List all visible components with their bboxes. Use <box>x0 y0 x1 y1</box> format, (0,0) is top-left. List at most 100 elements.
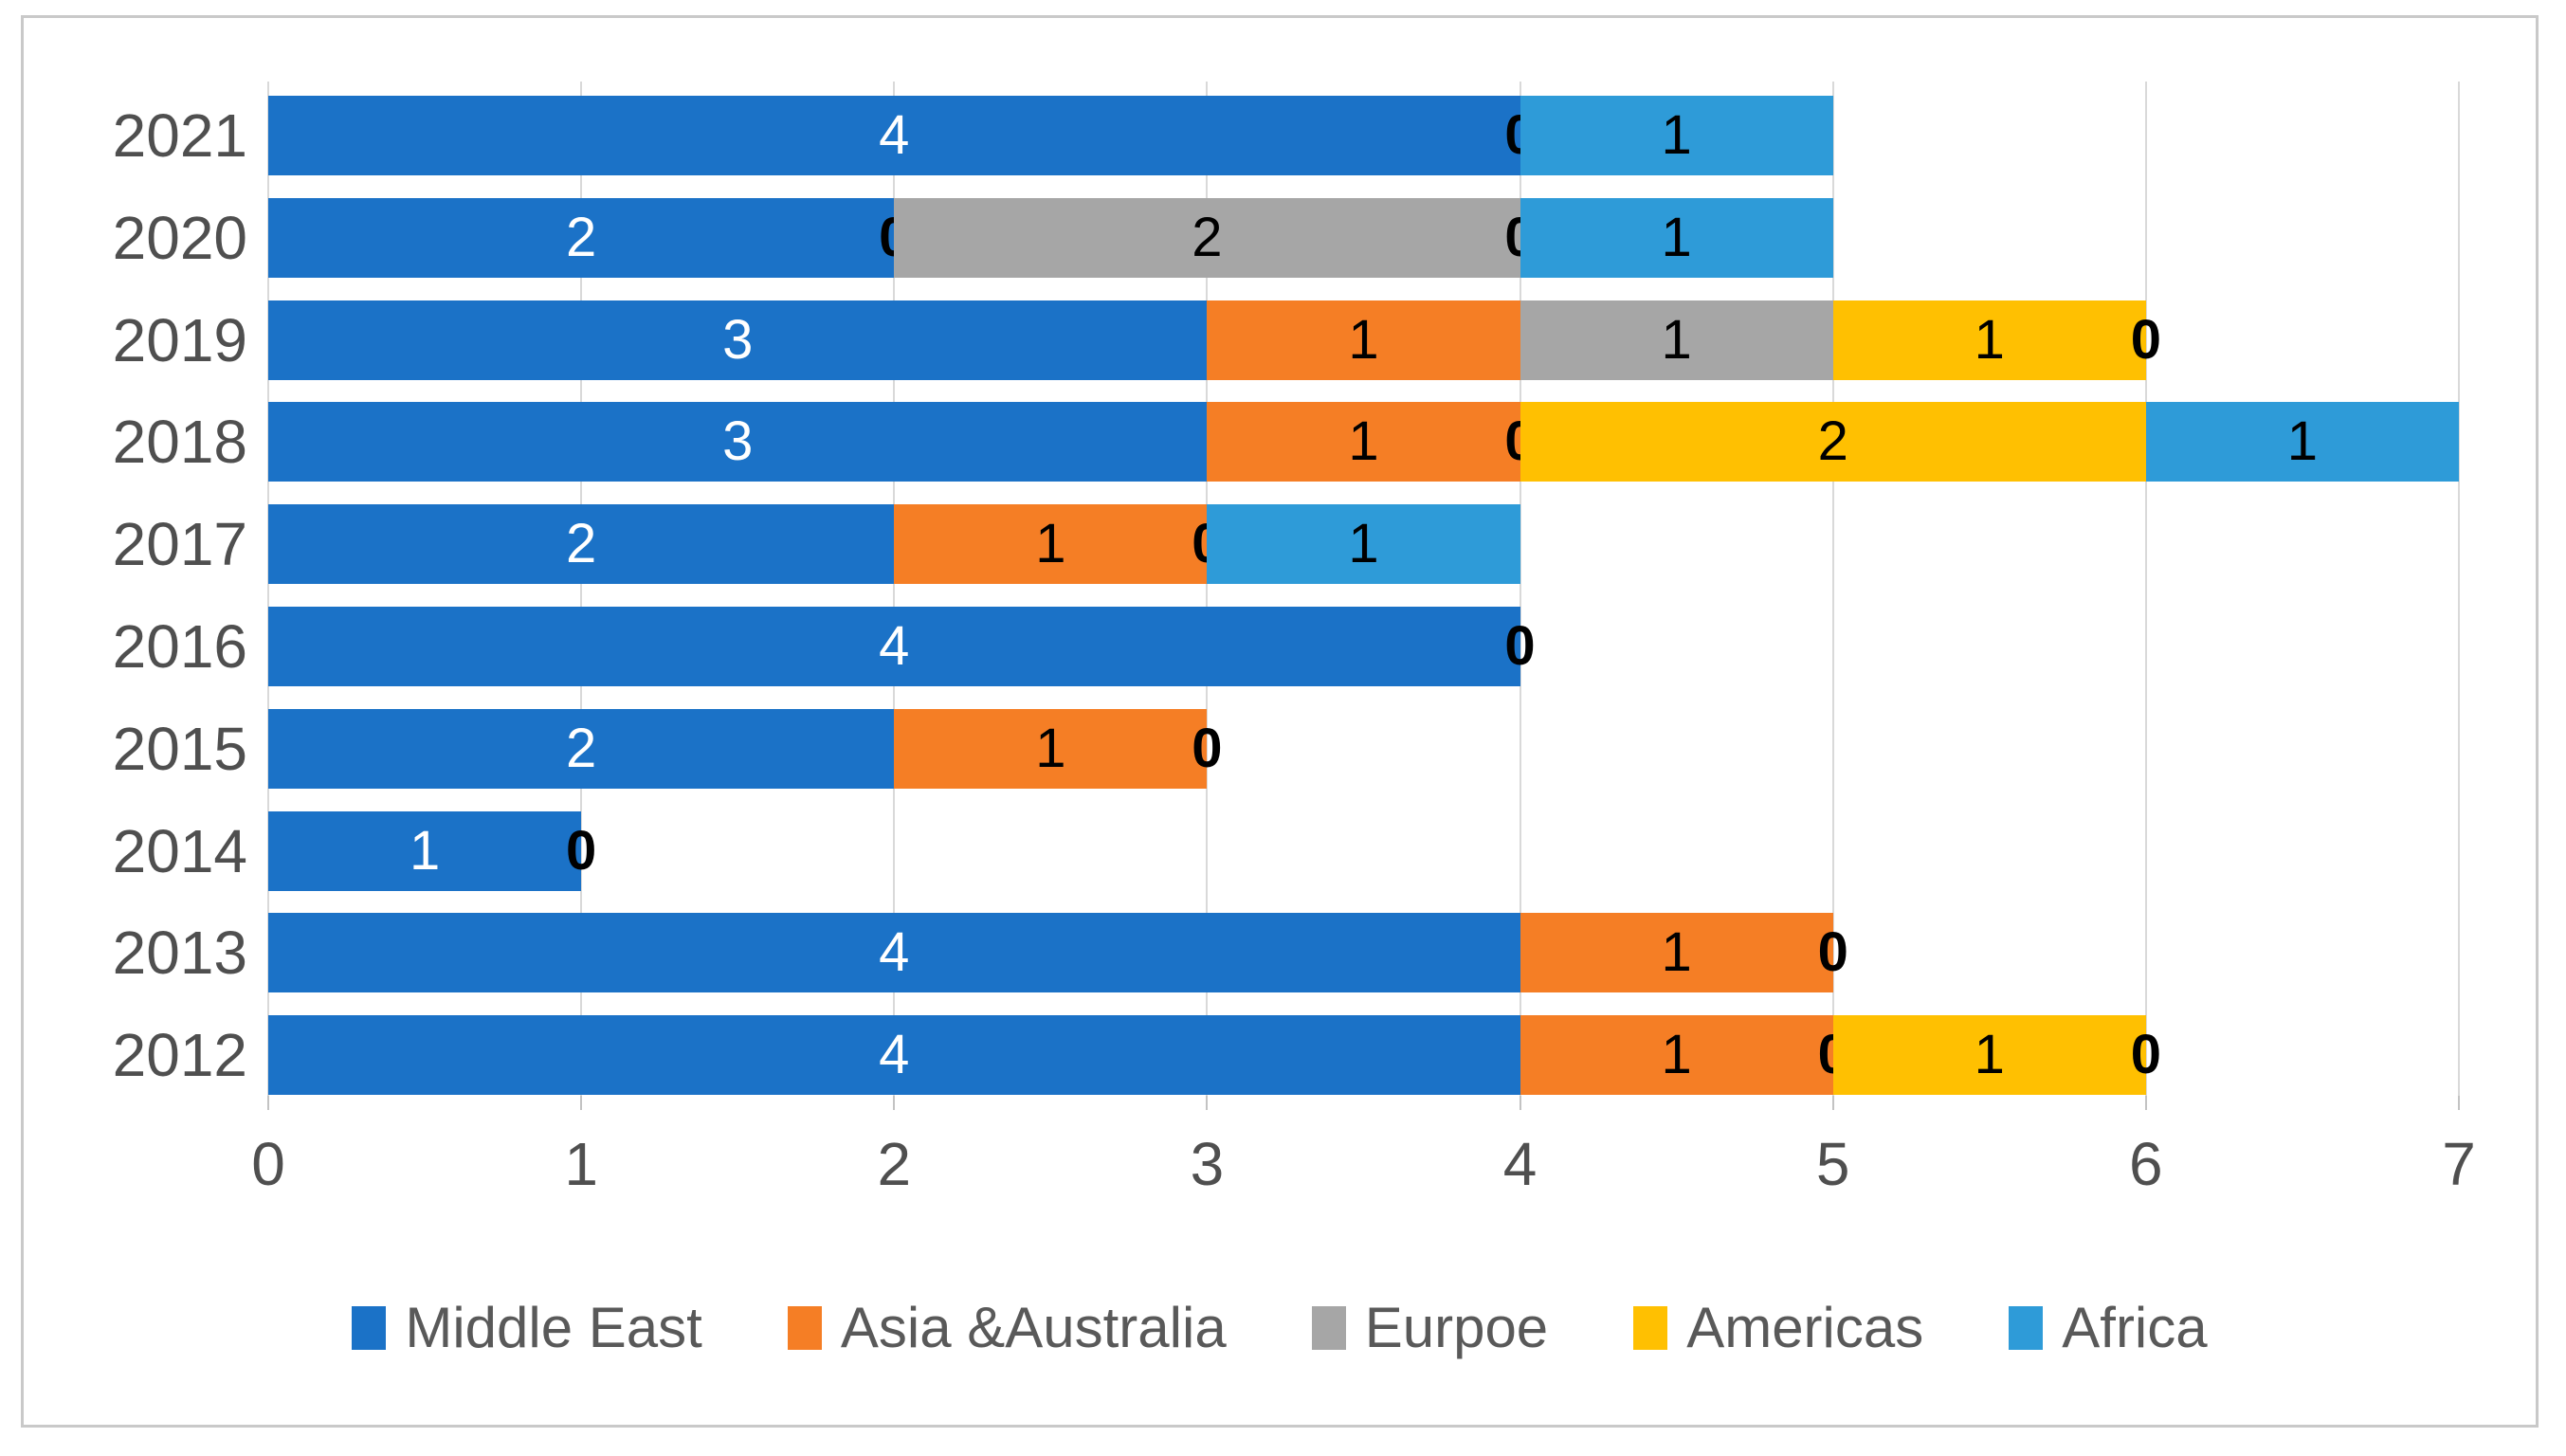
x-axis-tick-4 <box>1519 1096 1521 1110</box>
legend-item-africa: Africa <box>2009 1296 2208 1359</box>
gridline-x-3 <box>1206 82 1209 1096</box>
bar-segment-2019-eurpoe: 1 <box>1520 300 1833 380</box>
bar-value-label: 1 <box>1035 717 1066 779</box>
bar-segment-2018-africa: 1 <box>2145 402 2459 482</box>
legend-item-middle-east: Middle East <box>352 1296 702 1359</box>
legend-label: Americas <box>1686 1296 1924 1359</box>
legend-item-asia-australia: Asia &Australia <box>787 1296 1227 1359</box>
legend-label: Asia &Australia <box>840 1296 1227 1359</box>
bar-segment-2012-asia-australia: 1 <box>1520 1015 1833 1096</box>
gridline-x-2 <box>893 82 896 1096</box>
legend-swatch-icon <box>1633 1306 1668 1350</box>
bar-value-label: 4 <box>879 615 910 677</box>
bar-segment-2017-middle-east: 2 <box>268 504 895 585</box>
bar-value-label: 2 <box>1817 410 1848 473</box>
y-axis-label-2013: 2013 <box>112 919 247 988</box>
bar-segment-2019-middle-east: 3 <box>268 300 1208 380</box>
legend-label: Eurpoe <box>1364 1296 1549 1359</box>
y-axis-label-2014: 2014 <box>112 816 247 885</box>
plot-area: 4012020131110310212101402101041041010 <box>267 82 2460 1096</box>
bar-value-label: 1 <box>2286 410 2319 473</box>
y-axis-label-2015: 2015 <box>112 714 247 783</box>
x-axis-tick-label: 6 <box>2129 1130 2163 1198</box>
y-axis-label-2018: 2018 <box>112 408 247 477</box>
bar-segment-2020-middle-east: 2 <box>268 197 895 278</box>
legend-label: Middle East <box>405 1296 702 1359</box>
bar-zero-label-2012-africa: 0 <box>2130 1024 2161 1086</box>
gridline-x-1 <box>580 82 583 1096</box>
legend-swatch-icon <box>787 1306 822 1350</box>
bar-segment-2020-eurpoe: 2 <box>894 197 1520 278</box>
y-axis-label-2019: 2019 <box>112 305 247 374</box>
legend-item-eurpoe: Eurpoe <box>1311 1296 1549 1359</box>
x-axis-tick-label: 7 <box>2442 1130 2476 1198</box>
bar-zero-label-2019-africa: 0 <box>2130 308 2161 371</box>
gridline-x-7 <box>2458 82 2460 1096</box>
bar-value-label: 1 <box>1974 1024 2005 1086</box>
chart-figure: 4012020131110310212101402101041041010 20… <box>21 15 2539 1428</box>
bar-segment-2016-middle-east: 4 <box>268 607 1520 686</box>
bar-value-label: 1 <box>409 819 441 882</box>
y-axis-label-2012: 2012 <box>112 1021 247 1090</box>
x-axis-tick-2 <box>893 1096 896 1110</box>
bar-value-label: 1 <box>1348 410 1379 473</box>
gridline-x-6 <box>2144 82 2147 1096</box>
bar-segment-2017-africa: 1 <box>1207 504 1520 585</box>
bar-value-label: 1 <box>1661 921 1692 984</box>
y-axis-label-2016: 2016 <box>112 612 247 681</box>
y-axis-label-2020: 2020 <box>112 203 247 272</box>
x-axis-tick-3 <box>1206 1096 1209 1110</box>
bar-value-label: 2 <box>1192 206 1223 268</box>
bar-value-label: 4 <box>879 1024 910 1086</box>
bar-value-label: 3 <box>722 308 754 371</box>
x-axis-tick-1 <box>580 1096 583 1110</box>
bar-value-label: 1 <box>1035 513 1066 575</box>
y-axis-label-2021: 2021 <box>112 101 247 170</box>
bar-zero-label-2014-asia-australia: 0 <box>566 819 597 882</box>
gridline-x-4 <box>1519 82 1521 1096</box>
bar-segment-2021-africa: 1 <box>1520 96 1833 175</box>
x-axis-labels: 0 1 2 3 4 5 6 7 <box>251 1129 2476 1214</box>
x-axis-tick-label: 5 <box>1815 1130 1850 1198</box>
legend-item-americas: Americas <box>1633 1300 1923 1356</box>
bar-value-label: 1 <box>1974 308 2005 371</box>
bar-segment-2015-asia-australia: 1 <box>894 708 1208 789</box>
bar-value-label: 1 <box>1661 308 1692 371</box>
gridline-x-0 <box>267 82 269 1096</box>
x-axis-tick-5 <box>1831 1096 1834 1110</box>
bar-segment-2012-americas: 1 <box>1832 1015 2146 1096</box>
bar-value-label: 1 <box>1661 104 1692 166</box>
x-axis-tick-label: 0 <box>251 1130 285 1198</box>
bar-value-label: 4 <box>879 104 910 166</box>
gridline-x-5 <box>1831 82 1834 1096</box>
x-axis-tick-label: 2 <box>877 1130 912 1198</box>
bar-segment-2021-middle-east: 4 <box>268 96 1520 175</box>
x-axis-tick-label: 3 <box>1190 1130 1225 1198</box>
legend: Middle East Asia &Australia Eurpoe Americas… <box>24 1300 2536 1356</box>
y-axis-label-2017: 2017 <box>112 510 247 579</box>
x-axis-tick-label: 1 <box>564 1130 598 1198</box>
bar-zero-label-2016-asia-australia: 0 <box>1504 615 1536 677</box>
bar-segment-2013-middle-east: 4 <box>268 913 1520 993</box>
bar-value-label: 2 <box>566 717 597 779</box>
bar-segment-2014-middle-east: 1 <box>268 810 582 891</box>
bar-value-label: 2 <box>566 513 597 575</box>
legend-swatch-icon <box>1311 1306 1346 1350</box>
bar-value-label: 1 <box>1661 206 1692 268</box>
y-axis-labels: 2021 2020 2019 2018 2017 2016 2015 2014 2013 2012 <box>41 82 247 1096</box>
bar-value-label: 2 <box>566 206 597 268</box>
bar-zero-label-2013-eurpoe: 0 <box>1817 921 1848 984</box>
bar-value-label: 1 <box>1661 1024 1692 1086</box>
bar-segment-2015-middle-east: 2 <box>268 708 895 789</box>
bar-zero-label-2015-eurpoe: 0 <box>1192 717 1223 779</box>
legend-swatch-icon <box>352 1306 387 1350</box>
bar-segment-2012-middle-east: 4 <box>268 1015 1520 1096</box>
bar-value-label: 4 <box>879 921 910 984</box>
legend-label: Africa <box>2062 1296 2208 1359</box>
bar-segment-2017-asia-australia: 1 <box>894 504 1208 585</box>
legend-swatch-icon <box>2009 1306 2044 1350</box>
bar-segment-2018-americas: 2 <box>1520 402 2146 482</box>
bar-segment-2018-asia-australia: 1 <box>1207 402 1520 482</box>
bar-segment-2013-asia-australia: 1 <box>1520 913 1833 993</box>
x-axis-tick-label: 4 <box>1502 1130 1538 1198</box>
